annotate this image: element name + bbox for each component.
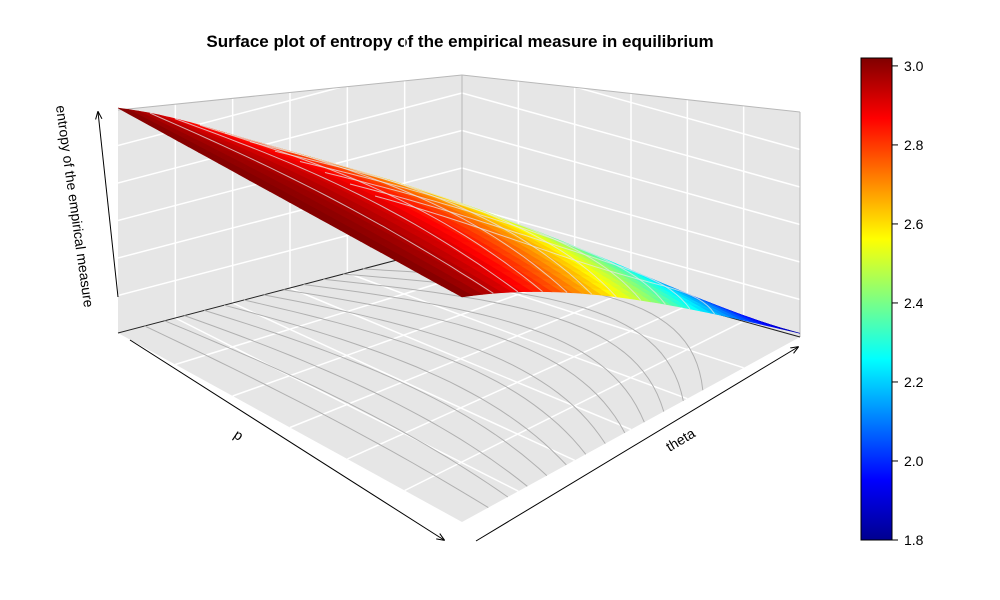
theta-axis-label: theta [663,425,698,455]
floor-contour [204,309,548,476]
floor-contour [283,289,626,434]
floor-contour-lines [144,268,704,509]
floor-contour [164,320,509,498]
surface-contour [149,112,494,294]
colorbar [860,57,893,541]
surface-contour [249,141,593,295]
colorbar-tick-label: 2.2 [904,374,924,390]
p-axis-label: p [231,426,247,444]
colorbar-ticks: 1.8 2.0 2.2 2.4 2.6 2.8 3.0 [892,58,924,548]
z-axis-arrow [98,112,119,298]
p-axis-arrow [129,339,444,540]
colorbar-tick-label: 2.0 [904,453,924,469]
surface-contour [299,161,642,301]
grid-line [461,54,801,151]
floor-contour [243,299,587,455]
floor-panel [118,243,800,522]
surface-contour [324,172,666,305]
floor-contour [323,278,665,412]
surface-facet [450,289,473,298]
floor-contour [144,325,489,509]
surface-contour-lines [149,112,715,315]
chart-title: Surface plot of entropy of the empirical… [206,32,713,51]
colorbar-tick-label: 1.8 [904,532,924,548]
z-axis-label: entropy of the empirical measure [53,104,97,308]
floor-contour [223,304,567,466]
floor-contour [184,315,528,487]
surface-contour [374,195,715,315]
colorbar-tick-label: 3.0 [904,58,924,74]
floor-contour [303,284,645,423]
theta-axis-arrow [475,347,798,542]
colorbar-tick-label: 2.6 [904,216,924,232]
colorbar-tick-label: 2.8 [904,137,924,153]
surface-contour [174,118,519,293]
colorbar-tick-label: 2.4 [904,295,924,311]
floor-contour [263,294,606,444]
